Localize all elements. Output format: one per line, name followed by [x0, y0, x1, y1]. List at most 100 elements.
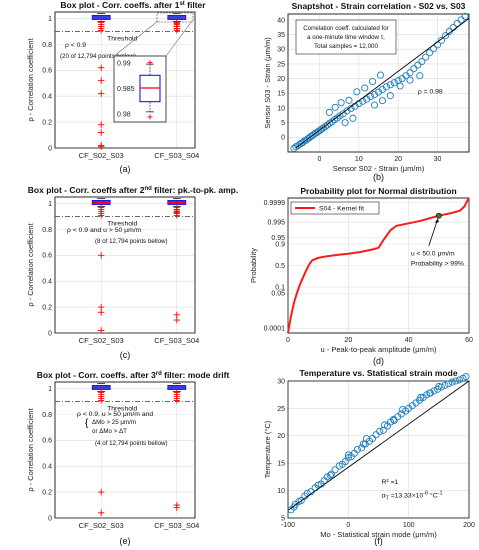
data-point: [390, 79, 398, 87]
x-tick-label: 100: [403, 522, 415, 529]
y-tick-label: 5: [281, 120, 285, 127]
y-tick-label: 25: [277, 61, 285, 68]
data-point: [328, 118, 336, 126]
y-axis-label: ρ - Correlation coefficient: [26, 222, 35, 306]
y-tick-label: 10: [277, 488, 285, 495]
data-point: [418, 58, 426, 66]
data-point: [426, 49, 434, 57]
chart-title: Box plot - Corr. coeffs. after 1st filte…: [60, 0, 206, 10]
y-tick-label: 10: [277, 105, 285, 112]
category-label: CF_S02_S03: [79, 151, 124, 160]
y-tick-label: 20: [277, 76, 285, 83]
y-tick-label: 35: [277, 32, 285, 39]
y-axis-label: ρ - Correlation coefficient: [26, 37, 35, 121]
data-point: [358, 444, 366, 452]
data-point: [386, 92, 394, 100]
annotation-line: Probability > 99%: [411, 261, 464, 268]
inset-connector: [113, 20, 159, 57]
x-tick-label: 20: [394, 156, 402, 163]
data-point: [323, 121, 331, 129]
panel-d: 0 20 40 60 0.0001 0.050.1 0.5 0.90.95 0.995 0.999…: [249, 186, 473, 366]
data-point: [325, 108, 333, 116]
annotation-count: (20 of 12,794 points bellow): [60, 53, 136, 60]
panel-caption: (d): [373, 356, 384, 366]
y-axis-label: Temperature (°C): [263, 420, 272, 478]
zoom-region: [156, 12, 194, 23]
data-point: [417, 393, 425, 401]
y-tick-label: 20: [277, 433, 285, 440]
data-point: [406, 69, 414, 77]
y-tick-label: 0.4: [42, 94, 52, 101]
data-point: [344, 451, 352, 459]
x-tick-label: 30: [434, 156, 442, 163]
legend-label: S04 - Kernel fit: [319, 206, 364, 213]
y-tick-label: 0.95: [271, 235, 285, 242]
data-point: [441, 32, 449, 40]
marker-point: [435, 212, 442, 219]
data-point: [437, 36, 446, 44]
threshold-label: Threshold: [107, 220, 137, 227]
y-tick-label: 0.2: [42, 304, 52, 311]
annotation-line: Total samples = 12,000: [314, 43, 378, 50]
y-tick-label: 0.8: [42, 227, 52, 234]
x-tick-label: 20: [344, 337, 352, 344]
axes-frame: [287, 13, 470, 153]
data-point: [461, 12, 469, 20]
annotation-count: (4 of 12,794 points bellow): [95, 440, 168, 447]
rho-label: ρ = 0.98: [418, 88, 443, 95]
marker-arrow: [428, 218, 439, 246]
y-tick-label: 15: [277, 461, 285, 468]
annotation-count: (8 of 12,794 points bellow): [95, 238, 168, 245]
data-point: [422, 53, 430, 61]
annotation-dmo: ΔMo > 25 μm/m: [92, 419, 136, 426]
data-point: [343, 107, 351, 115]
inset-tick-label: 0.98: [117, 111, 131, 118]
threshold-label: Threshold: [107, 35, 137, 42]
y-tick-label: 1: [48, 201, 52, 208]
r-squared-label: R² =1: [382, 479, 399, 486]
x-tick-label: 60: [465, 337, 473, 344]
data-point: [414, 61, 422, 69]
panel-c: 0 0.2 0.4 0.6 0.8 1 Threshold CF_S02_S03 CF_S03_…: [26, 185, 238, 360]
y-tick-label: 0.8: [42, 412, 52, 419]
data-point: [453, 19, 461, 27]
y-axis-label: Sensor S03 - Strain (μm/m): [263, 37, 272, 129]
data-point: [462, 373, 470, 381]
panel-caption: (a): [120, 164, 131, 174]
annotation-rho: ρ < 0.9: [65, 42, 86, 49]
data-point: [376, 427, 384, 435]
category-label: CF_S02_S03: [79, 336, 124, 345]
y-tick-label: 0.6: [42, 253, 52, 260]
y-axis-label: Probability: [249, 248, 258, 283]
data-point: [349, 114, 357, 122]
y-tick-label: 0.6: [42, 68, 52, 75]
category-label: CF_S03_S04: [154, 151, 199, 160]
y-tick-label: 0.4: [42, 279, 52, 286]
data-point: [369, 77, 377, 86]
data-point: [314, 481, 322, 489]
data-point: [444, 380, 453, 388]
alpha-label: αT =13.33×10-6 °C-1: [382, 491, 443, 502]
y-tick-label: 25: [277, 406, 285, 413]
y-tick-label: 0.1: [275, 285, 285, 292]
axes-frame: [54, 11, 196, 149]
legend-box: [290, 201, 380, 215]
panel-caption: (c): [120, 350, 131, 360]
x-tick-label: 200: [463, 522, 475, 529]
data-point: [297, 496, 305, 505]
y-tick-label: 0.995: [267, 219, 285, 226]
chart-title: Snaptshot - Strain correlation - S02 vs.…: [292, 1, 466, 11]
data-point: [376, 71, 385, 79]
panel-b: 0 10 20 30 0 5 10 15 20 25 30 35 40 Correlation coeff…: [263, 1, 470, 182]
y-tick-label: 0.2: [42, 489, 52, 496]
panel-e: 0 0.2 0.4 0.6 0.8 1 Threshold CF_S02_S03 CF_S03_…: [26, 370, 229, 546]
annotation-box: [295, 19, 397, 55]
threshold-label: Threshold: [107, 405, 137, 412]
panel-caption: (b): [373, 172, 384, 182]
y-tick-label: 30: [277, 47, 285, 54]
category-label: CF_S02_S03: [79, 521, 124, 530]
data-point: [367, 92, 375, 101]
y-axis-label: ρ - Correlation coefficient: [26, 407, 35, 491]
data-point: [341, 119, 349, 127]
